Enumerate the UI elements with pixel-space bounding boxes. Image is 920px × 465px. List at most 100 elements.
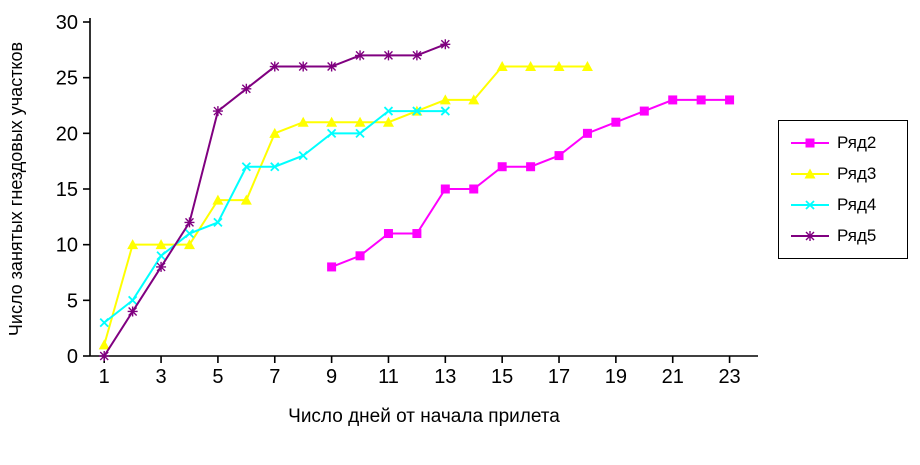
star-marker-icon [99, 351, 110, 361]
x-marker-icon [270, 162, 280, 172]
legend-label: Ряд5 [837, 226, 877, 245]
square-marker-icon [469, 184, 479, 194]
legend-item-Ряд4: Ряд4 [791, 195, 897, 215]
x-marker-icon [440, 106, 450, 116]
x-marker-icon [326, 128, 337, 138]
square-marker-icon [611, 117, 621, 127]
square-marker-icon [412, 229, 422, 239]
y-axis-title: Число занятых гнездовых участков [6, 42, 26, 336]
star-marker-icon [127, 306, 138, 317]
series-line [103, 65, 588, 346]
triangle-marker-icon [98, 339, 110, 350]
legend-label: Ряд4 [837, 195, 877, 214]
star-marker-icon [184, 217, 195, 228]
series-line [103, 43, 446, 357]
x-tick-label: 7 [269, 366, 280, 388]
square-marker-icon [639, 106, 649, 116]
square-marker-icon [526, 162, 536, 172]
series-Ряд5 [99, 39, 451, 361]
x-tick-label: 5 [212, 366, 223, 388]
star-marker-icon [383, 50, 394, 61]
x-tick-label: 13 [434, 366, 456, 388]
x-marker-icon [184, 228, 195, 239]
legend: Ряд2 Ряд3 Ряд4 Ряд5 [778, 120, 908, 259]
star-marker-icon [212, 106, 223, 117]
star-marker-icon [156, 261, 167, 272]
triangle-marker-icon [269, 127, 281, 138]
plot-area: Число занятых гнездовых участков Число д… [6, 12, 758, 427]
series-Ряд2 [327, 95, 735, 272]
star-marker-icon [805, 231, 815, 241]
x-tick-label: 1 [99, 366, 110, 388]
legend-item-Ряд5: Ряд5 [791, 226, 897, 246]
x-tick-label: 9 [326, 366, 337, 388]
x-marker-icon [355, 128, 365, 138]
star-marker-icon [440, 39, 451, 50]
triangle-marker-icon [127, 239, 139, 250]
y-tick-label: 30 [56, 12, 78, 34]
square-marker-icon [582, 128, 592, 138]
y-tick-label: 25 [56, 68, 78, 90]
triangle-marker-icon [496, 61, 508, 72]
x-marker-icon [241, 162, 251, 172]
triangle-marker-icon [155, 239, 167, 250]
square-marker-icon [327, 262, 337, 272]
legend-item-Ряд3: Ряд3 [791, 164, 897, 184]
triangle-marker-icon [525, 61, 537, 72]
triangle-marker-icon [581, 61, 593, 72]
x-tick-label: 21 [662, 366, 684, 388]
series-line [103, 110, 446, 324]
x-tick-label: 17 [548, 366, 570, 388]
triangle-marker-icon [354, 116, 366, 127]
triangle-marker-icon [240, 194, 252, 205]
square-marker-icon [696, 95, 706, 105]
x-axis-title: Число дней от начала прилета [288, 406, 560, 427]
y-tick-label: 0 [67, 346, 78, 368]
x-marker-icon [128, 295, 138, 305]
x-marker-icon [412, 106, 422, 116]
triangle-marker-icon [382, 116, 394, 127]
y-tick-label: 10 [56, 235, 78, 257]
y-tick-label: 15 [56, 179, 78, 201]
star-marker-icon [355, 50, 366, 61]
square-marker-icon [725, 95, 735, 105]
triangle-marker-icon [212, 194, 224, 205]
square-marker-icon [355, 251, 365, 261]
star-marker-icon [241, 83, 252, 94]
star-marker-icon [411, 50, 422, 61]
series-Ряд3 [98, 61, 593, 350]
triangle-marker-icon [183, 239, 195, 250]
x-marker-icon [298, 150, 308, 161]
x-tick-label: 23 [718, 366, 740, 388]
y-tick-label: 5 [67, 290, 78, 312]
x-marker-icon [383, 106, 394, 116]
legend-marker [791, 138, 829, 148]
triangle-marker-icon [326, 116, 338, 127]
triangle-marker-icon [553, 61, 565, 72]
x-marker-icon [99, 317, 109, 328]
legend-label: Ряд3 [837, 164, 877, 183]
x-tick-label: 11 [378, 366, 399, 388]
legend-marker [791, 200, 829, 210]
legend-marker [791, 231, 829, 241]
legend-marker [791, 168, 829, 179]
x-marker-icon [805, 200, 815, 210]
series-Ряд4 [99, 106, 450, 328]
triangle-marker-icon [468, 94, 480, 105]
triangle-marker-icon [297, 116, 309, 127]
square-marker-icon [668, 95, 678, 105]
triangle-marker-icon [439, 94, 451, 105]
star-marker-icon [326, 61, 337, 72]
square-marker-icon [383, 229, 393, 239]
star-marker-icon [298, 61, 309, 72]
square-marker-icon [440, 184, 450, 194]
x-tick-label: 15 [491, 366, 513, 388]
x-marker-icon [156, 251, 166, 261]
x-marker-icon [213, 217, 223, 228]
star-marker-icon [269, 61, 280, 72]
square-marker-icon [554, 151, 564, 161]
legend-item-Ряд2: Ряд2 [791, 133, 897, 153]
square-marker-icon [805, 138, 815, 148]
triangle-marker-icon [804, 168, 816, 179]
